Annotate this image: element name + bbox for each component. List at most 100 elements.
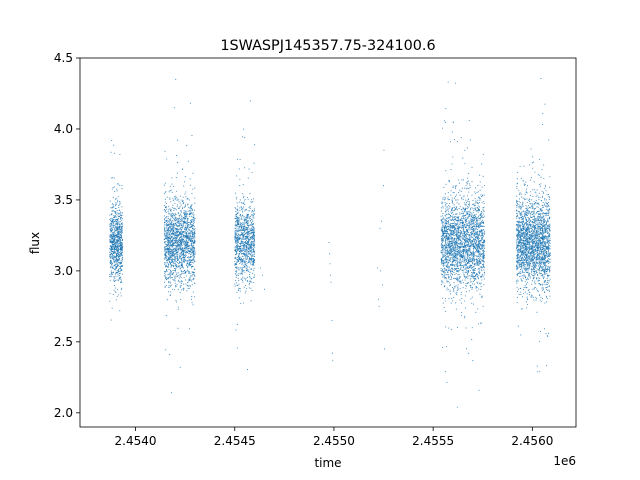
data-point [112, 221, 114, 223]
data-point [244, 292, 246, 294]
data-point [241, 207, 243, 209]
data-point [476, 258, 478, 260]
data-point [193, 256, 195, 258]
data-point [177, 275, 179, 277]
data-point [112, 237, 114, 240]
data-point [177, 254, 179, 256]
data-point [181, 218, 183, 220]
data-point [174, 202, 176, 204]
data-point [173, 244, 175, 246]
data-point [469, 269, 472, 272]
data-point [448, 220, 450, 222]
data-point [187, 227, 189, 229]
data-point [450, 274, 452, 276]
data-point [191, 302, 193, 304]
data-point [167, 248, 169, 250]
data-point [240, 261, 242, 264]
data-point [249, 224, 251, 226]
data-point [177, 226, 179, 228]
data-point [449, 199, 451, 201]
data-point [456, 202, 458, 204]
data-point [112, 272, 114, 274]
data-point [444, 202, 446, 204]
data-point [121, 231, 123, 233]
data-point [118, 269, 120, 272]
data-point [187, 236, 189, 238]
data-point [115, 226, 117, 228]
data-point [458, 242, 460, 245]
data-point [109, 255, 111, 257]
data-point [247, 222, 249, 225]
data-point [245, 246, 247, 248]
data-point [478, 219, 480, 221]
data-point [117, 239, 119, 241]
data-point [173, 107, 175, 109]
data-point [170, 270, 172, 272]
data-point [478, 232, 480, 234]
data-point [115, 244, 117, 246]
data-point [185, 240, 187, 242]
data-point [113, 219, 115, 221]
data-point [252, 235, 254, 237]
data-point [250, 268, 252, 270]
data-point [172, 258, 174, 260]
data-point [168, 242, 170, 244]
data-point [477, 211, 479, 213]
data-point [458, 250, 460, 252]
data-point [473, 268, 475, 270]
data-point [121, 257, 124, 259]
data-point [112, 219, 114, 221]
data-point [248, 287, 250, 289]
data-point [475, 285, 477, 287]
data-point [176, 155, 178, 157]
data-point [121, 248, 123, 250]
data-point [452, 185, 454, 187]
data-point [484, 215, 486, 217]
data-point [179, 244, 181, 246]
data-point [445, 239, 447, 241]
data-point [442, 297, 444, 299]
data-point [176, 172, 178, 174]
data-point [235, 252, 238, 254]
data-point [447, 196, 449, 198]
data-point [192, 172, 194, 174]
data-point [479, 198, 481, 200]
data-point [170, 230, 172, 232]
data-point [245, 243, 247, 245]
data-point [175, 232, 177, 234]
data-point [459, 194, 461, 196]
data-point [114, 269, 116, 271]
data-point [241, 250, 243, 252]
data-point [119, 214, 121, 216]
data-point [192, 227, 194, 229]
data-point [466, 214, 468, 216]
data-point [114, 262, 116, 264]
data-point [469, 246, 471, 248]
data-point [242, 266, 244, 268]
data-point [250, 253, 252, 255]
data-point [236, 270, 238, 272]
data-point [175, 213, 177, 215]
data-point [181, 272, 183, 274]
data-point [253, 250, 256, 252]
data-point [464, 254, 466, 256]
data-point [182, 289, 185, 291]
data-point [119, 202, 121, 205]
data-point [235, 198, 237, 200]
data-point [163, 184, 165, 186]
data-point [112, 265, 114, 267]
data-point [164, 206, 166, 208]
data-point [444, 274, 446, 276]
data-point [173, 280, 175, 282]
data-point [244, 263, 246, 265]
data-point [186, 269, 188, 271]
data-point [445, 269, 447, 271]
data-point [114, 259, 116, 261]
data-point [172, 261, 174, 263]
data-point [240, 239, 242, 241]
data-point [165, 221, 167, 223]
data-point [120, 253, 122, 255]
data-point [184, 256, 186, 258]
data-point [453, 272, 455, 274]
data-point [479, 226, 481, 229]
